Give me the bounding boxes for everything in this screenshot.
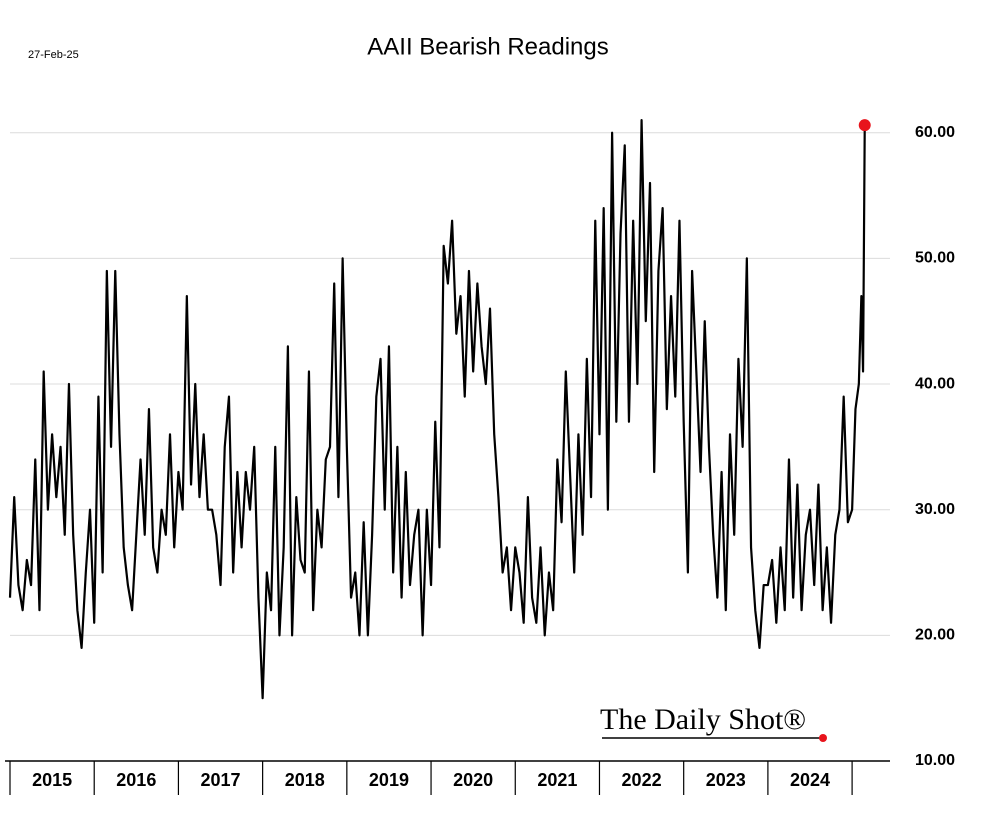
data-line [8,119,866,700]
y-tick-label: 60.00 [915,124,955,141]
x-tick-label: 2024 [790,770,830,790]
x-tick-label: 2015 [32,770,72,790]
y-tick-label: 50.00 [915,250,955,267]
x-tick-label: 2022 [622,770,662,790]
date-label: 27-Feb-25 [28,49,79,61]
chart-title: AAII Bearish Readings [367,33,608,60]
x-tick-label: 2021 [537,770,577,790]
y-tick-label: 20.00 [915,627,955,644]
y-tick-label: 40.00 [915,375,955,392]
x-tick-label: 2020 [453,770,493,790]
x-tick-label: 2018 [285,770,325,790]
x-tick-label: 2016 [116,770,156,790]
watermark-dot [819,734,827,742]
x-tick-label: 2017 [201,770,241,790]
last-point-marker [858,119,871,132]
y-tick-label: 30.00 [915,501,955,518]
y-tick-label: 10.00 [915,752,955,769]
watermark: The Daily Shot® [600,703,806,736]
x-tick-label: 2023 [706,770,746,790]
x-tick-label: 2019 [369,770,409,790]
